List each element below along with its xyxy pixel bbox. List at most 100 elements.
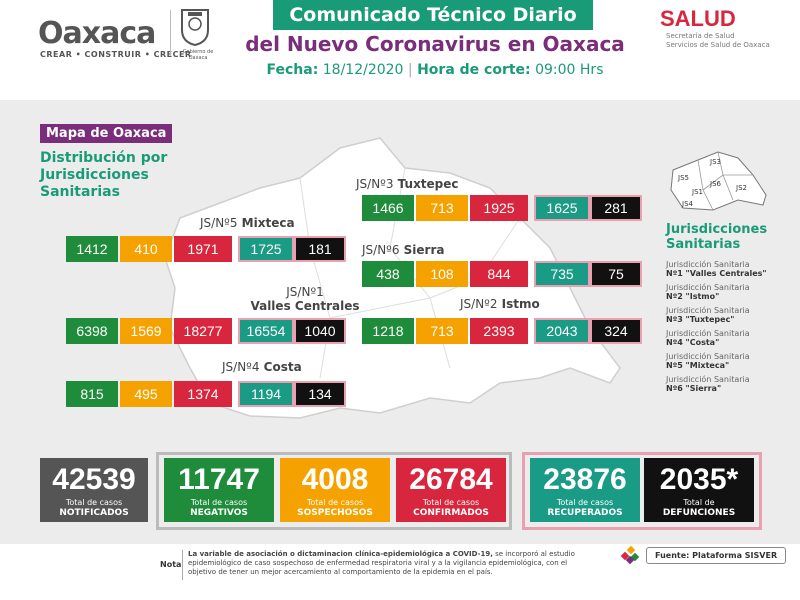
mini-label-js4: JS4 xyxy=(681,200,694,208)
nota-label: Nota xyxy=(160,560,182,569)
logo-tagline: CREAR • CONSTRUIR • CRECER xyxy=(40,50,192,59)
sierra-defunciones: 75 xyxy=(590,261,642,287)
valles-negativos: 6398 xyxy=(66,318,118,344)
istmo-defunciones: 324 xyxy=(590,318,642,344)
oaxaca-logo: Oaxaca xyxy=(38,16,156,51)
label-costa: JS/Nº4 Costa xyxy=(222,360,302,374)
total-negativos-value: 11747 xyxy=(178,463,260,496)
total-notificados: 42539 Total de casos NOTIFICADOS xyxy=(40,458,148,522)
mixteca-negativos: 1412 xyxy=(66,236,118,262)
sisver-logo-icon xyxy=(620,545,640,565)
total-defunciones-l1: Total de xyxy=(683,498,715,507)
total-sospechosos-value: 4008 xyxy=(301,463,369,496)
total-recuperados-l1: Total de casos xyxy=(556,498,614,507)
nota-rest: se incorporó al estudio epidemiológico d… xyxy=(188,550,575,576)
tuxtepec-confirmados: 1925 xyxy=(470,195,528,221)
istmo-negativos: 1218 xyxy=(362,318,414,344)
map-subtitle-line2: Jurisdicciones xyxy=(40,167,149,183)
sierra-recuperados: 735 xyxy=(534,261,590,287)
valles-defunciones: 1040 xyxy=(294,318,346,344)
fuente-badge: Fuente: Plataforma SISVER xyxy=(646,547,787,564)
costa-defunciones: 134 xyxy=(294,381,346,407)
salud-subtitle: Secretaría de Salud Servicios de Salud d… xyxy=(666,32,770,50)
istmo-sospechosos: 713 xyxy=(416,318,468,344)
mini-label-js2: JS2 xyxy=(735,184,747,192)
costa-negativos: 815 xyxy=(66,381,118,407)
total-confirmados: 26784 Total de casos CONFIRMADOS xyxy=(396,458,506,522)
legend-item-3: Jurisdicción Sanitaria Nº3 "Tuxtepec" xyxy=(666,306,750,324)
tuxtepec-defunciones: 281 xyxy=(590,195,642,221)
mini-label-js3: JS3 xyxy=(709,158,721,166)
total-defunciones-value: 2035* xyxy=(659,463,739,496)
gov-text: Gobierno de Oaxaca xyxy=(182,49,214,61)
nota-bold: La variable de asociación o dictaminacio… xyxy=(188,550,493,558)
map-subtitle: Distribución por Jurisdicciones Sanitari… xyxy=(40,150,167,201)
label-sierra: JS/Nº6 Sierra xyxy=(362,243,445,257)
total-defunciones-l2: DEFUNCIONES xyxy=(662,508,736,518)
tuxtepec-sospechosos: 713 xyxy=(416,195,468,221)
costa-confirmados: 1374 xyxy=(174,381,232,407)
nota-divider xyxy=(182,550,183,580)
legend-title-line1: Jurisdicciones xyxy=(666,222,768,237)
salud-logo: SALUD xyxy=(660,6,736,31)
mixteca-sospechosos: 410 xyxy=(120,236,172,262)
tuxtepec-recuperados: 1625 xyxy=(534,195,590,221)
legend-item-5: Jurisdicción Sanitaria Nº5 "Mixteca" xyxy=(666,352,750,370)
total-confirmados-l2: CONFIRMADOS xyxy=(413,508,489,518)
mini-label-js6: JS6 xyxy=(709,180,722,188)
total-notificados-l2: NOTIFICADOS xyxy=(59,508,129,518)
hora-value: 09:00 Hrs xyxy=(535,62,604,78)
total-confirmados-l1: Total de casos xyxy=(422,498,480,507)
total-recuperados-l2: RECUPERADOS xyxy=(547,508,623,518)
fecha-label: Fecha: xyxy=(266,62,319,78)
sierra-negativos: 438 xyxy=(362,261,414,287)
mixteca-recuperados: 1725 xyxy=(238,236,294,262)
sierra-confirmados: 844 xyxy=(470,261,528,287)
total-defunciones: 2035* Total de DEFUNCIONES xyxy=(644,458,754,522)
label-istmo: JS/Nº2 Istmo xyxy=(460,297,540,311)
legend-item-4: Jurisdicción Sanitaria Nº4 "Costa" xyxy=(666,329,750,347)
costa-recuperados: 1194 xyxy=(238,381,294,407)
date-line: Fecha: 18/12/2020 | Hora de corte: 09:00… xyxy=(266,62,604,78)
total-sospechosos-l1: Total de casos xyxy=(306,498,364,507)
sierra-sospechosos: 108 xyxy=(416,261,468,287)
fecha-value: 18/12/2020 xyxy=(322,62,404,78)
total-negativos-l2: NEGATIVOS xyxy=(190,508,248,518)
total-recuperados-value: 23876 xyxy=(543,463,627,496)
valles-sospechosos: 1569 xyxy=(120,318,172,344)
nota-text: La variable de asociación o dictaminacio… xyxy=(188,550,588,577)
mini-map: JS3 JS5 JS6 JS1 JS2 JS4 xyxy=(670,151,767,211)
istmo-recuperados: 2043 xyxy=(534,318,590,344)
map-tag: Mapa de Oaxaca xyxy=(40,124,173,143)
tuxtepec-negativos: 1466 xyxy=(362,195,414,221)
map-subtitle-line3: Sanitarias xyxy=(40,184,120,200)
costa-sospechosos: 495 xyxy=(120,381,172,407)
total-negativos: 11747 Total de casos NEGATIVOS xyxy=(164,458,274,522)
map-subtitle-line1: Distribución por xyxy=(40,150,168,166)
valles-confirmados: 18277 xyxy=(174,318,232,344)
hora-label: Hora de corte: xyxy=(417,62,531,78)
header-divider xyxy=(170,10,171,56)
label-valles: JS/Nº1 Valles Centrales xyxy=(250,285,360,313)
total-notificados-l1: Total de casos xyxy=(65,498,123,507)
label-mixteca: JS/Nº5 Mixteca xyxy=(200,216,295,230)
salud-sub-line2: Servicios de Salud de Oaxaca xyxy=(666,41,770,49)
salud-sub-line1: Secretaría de Salud xyxy=(666,32,735,40)
total-sospechosos: 4008 Total de casos SOSPECHOSOS xyxy=(280,458,390,522)
label-tuxtepec: JS/Nº3 Tuxtepec xyxy=(356,177,459,191)
legend-title-line2: Sanitarias xyxy=(666,237,741,252)
istmo-confirmados: 2393 xyxy=(470,318,528,344)
mixteca-confirmados: 1971 xyxy=(174,236,232,262)
legend-item-1: Jurisdicción Sanitaria Nº1 "Valles Centra… xyxy=(666,260,767,278)
mixteca-defunciones: 181 xyxy=(294,236,346,262)
title-main: Comunicado Técnico Diario xyxy=(273,0,593,30)
total-confirmados-value: 26784 xyxy=(409,463,493,496)
government-crest-icon xyxy=(181,9,209,46)
title-sub: del Nuevo Coronavirus en Oaxaca xyxy=(245,32,625,56)
legend-title: Jurisdicciones Sanitarias xyxy=(666,222,767,252)
valles-recuperados: 16554 xyxy=(238,318,294,344)
total-sospechosos-l2: SOSPECHOSOS xyxy=(297,508,373,518)
legend-item-6: Jurisdicción Sanitaria Nº6 "Sierra" xyxy=(666,375,750,393)
total-notificados-value: 42539 xyxy=(52,463,136,496)
mini-label-js1: JS1 xyxy=(691,188,703,196)
